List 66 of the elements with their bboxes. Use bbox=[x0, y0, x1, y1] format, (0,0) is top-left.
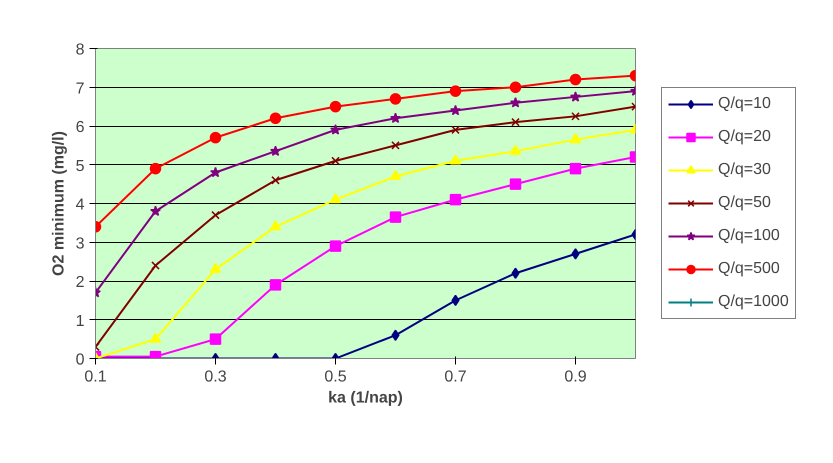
point bbox=[390, 211, 402, 223]
point bbox=[570, 91, 582, 102]
point bbox=[511, 268, 520, 279]
point bbox=[151, 261, 160, 270]
point bbox=[270, 279, 282, 291]
point bbox=[330, 100, 342, 112]
point bbox=[510, 178, 522, 190]
point bbox=[330, 193, 342, 204]
point bbox=[150, 162, 162, 174]
legend-label: Q/q=500 bbox=[718, 260, 780, 278]
point bbox=[390, 170, 402, 180]
point bbox=[150, 206, 162, 216]
point bbox=[450, 85, 462, 97]
point bbox=[210, 333, 222, 345]
y-tick-label: 0 bbox=[76, 352, 85, 368]
legend-label: Q/q=1000 bbox=[718, 293, 789, 311]
y-tick-label: 7 bbox=[76, 80, 85, 98]
x-tick-label: 0.3 bbox=[204, 368, 227, 386]
point bbox=[570, 162, 582, 174]
point bbox=[270, 112, 282, 124]
point bbox=[510, 97, 522, 108]
point bbox=[270, 145, 282, 156]
point bbox=[391, 141, 400, 150]
point bbox=[271, 176, 280, 185]
legend-label: Q/q=30 bbox=[718, 161, 771, 179]
y-tick-label: 3 bbox=[76, 235, 85, 252]
y-tick-label: 8 bbox=[76, 42, 85, 58]
legend-label: Q/q=100 bbox=[718, 227, 780, 245]
point bbox=[451, 126, 460, 134]
point bbox=[210, 132, 222, 144]
x-axis-title: ka (1/nap) bbox=[328, 390, 403, 406]
point bbox=[330, 124, 342, 135]
y-tick-label: 2 bbox=[76, 274, 85, 291]
point bbox=[450, 194, 462, 206]
point bbox=[210, 262, 222, 274]
point bbox=[510, 144, 522, 155]
point bbox=[211, 210, 220, 220]
point bbox=[391, 330, 400, 341]
legend-label: Q/q=50 bbox=[718, 194, 771, 212]
point bbox=[210, 166, 222, 178]
x-tick-label: 0.7 bbox=[444, 368, 467, 386]
point bbox=[270, 220, 282, 230]
point bbox=[450, 154, 462, 165]
point bbox=[150, 332, 162, 343]
point bbox=[390, 112, 402, 124]
point bbox=[570, 74, 582, 86]
legend-label: Q/q=20 bbox=[718, 128, 771, 146]
x-tick-label: 0.1 bbox=[84, 368, 107, 386]
y-tick-label: 4 bbox=[76, 196, 85, 214]
y-tick-label: 6 bbox=[76, 119, 85, 136]
x-tick-label: 0.5 bbox=[324, 368, 347, 386]
point bbox=[511, 118, 520, 126]
point bbox=[330, 240, 342, 252]
point bbox=[571, 248, 580, 260]
legend-label: Q/q=10 bbox=[718, 95, 771, 113]
point bbox=[450, 104, 462, 116]
point bbox=[570, 133, 582, 144]
y-axis-title: O2 minimum (mg/l) bbox=[50, 131, 68, 276]
point bbox=[510, 82, 522, 93]
x-tick-label: 0.9 bbox=[564, 368, 587, 386]
y-tick-label: 1 bbox=[76, 312, 85, 330]
point bbox=[331, 156, 340, 166]
y-tick-label: 5 bbox=[76, 158, 85, 175]
point bbox=[390, 93, 402, 105]
point bbox=[451, 294, 460, 306]
point bbox=[571, 112, 580, 121]
